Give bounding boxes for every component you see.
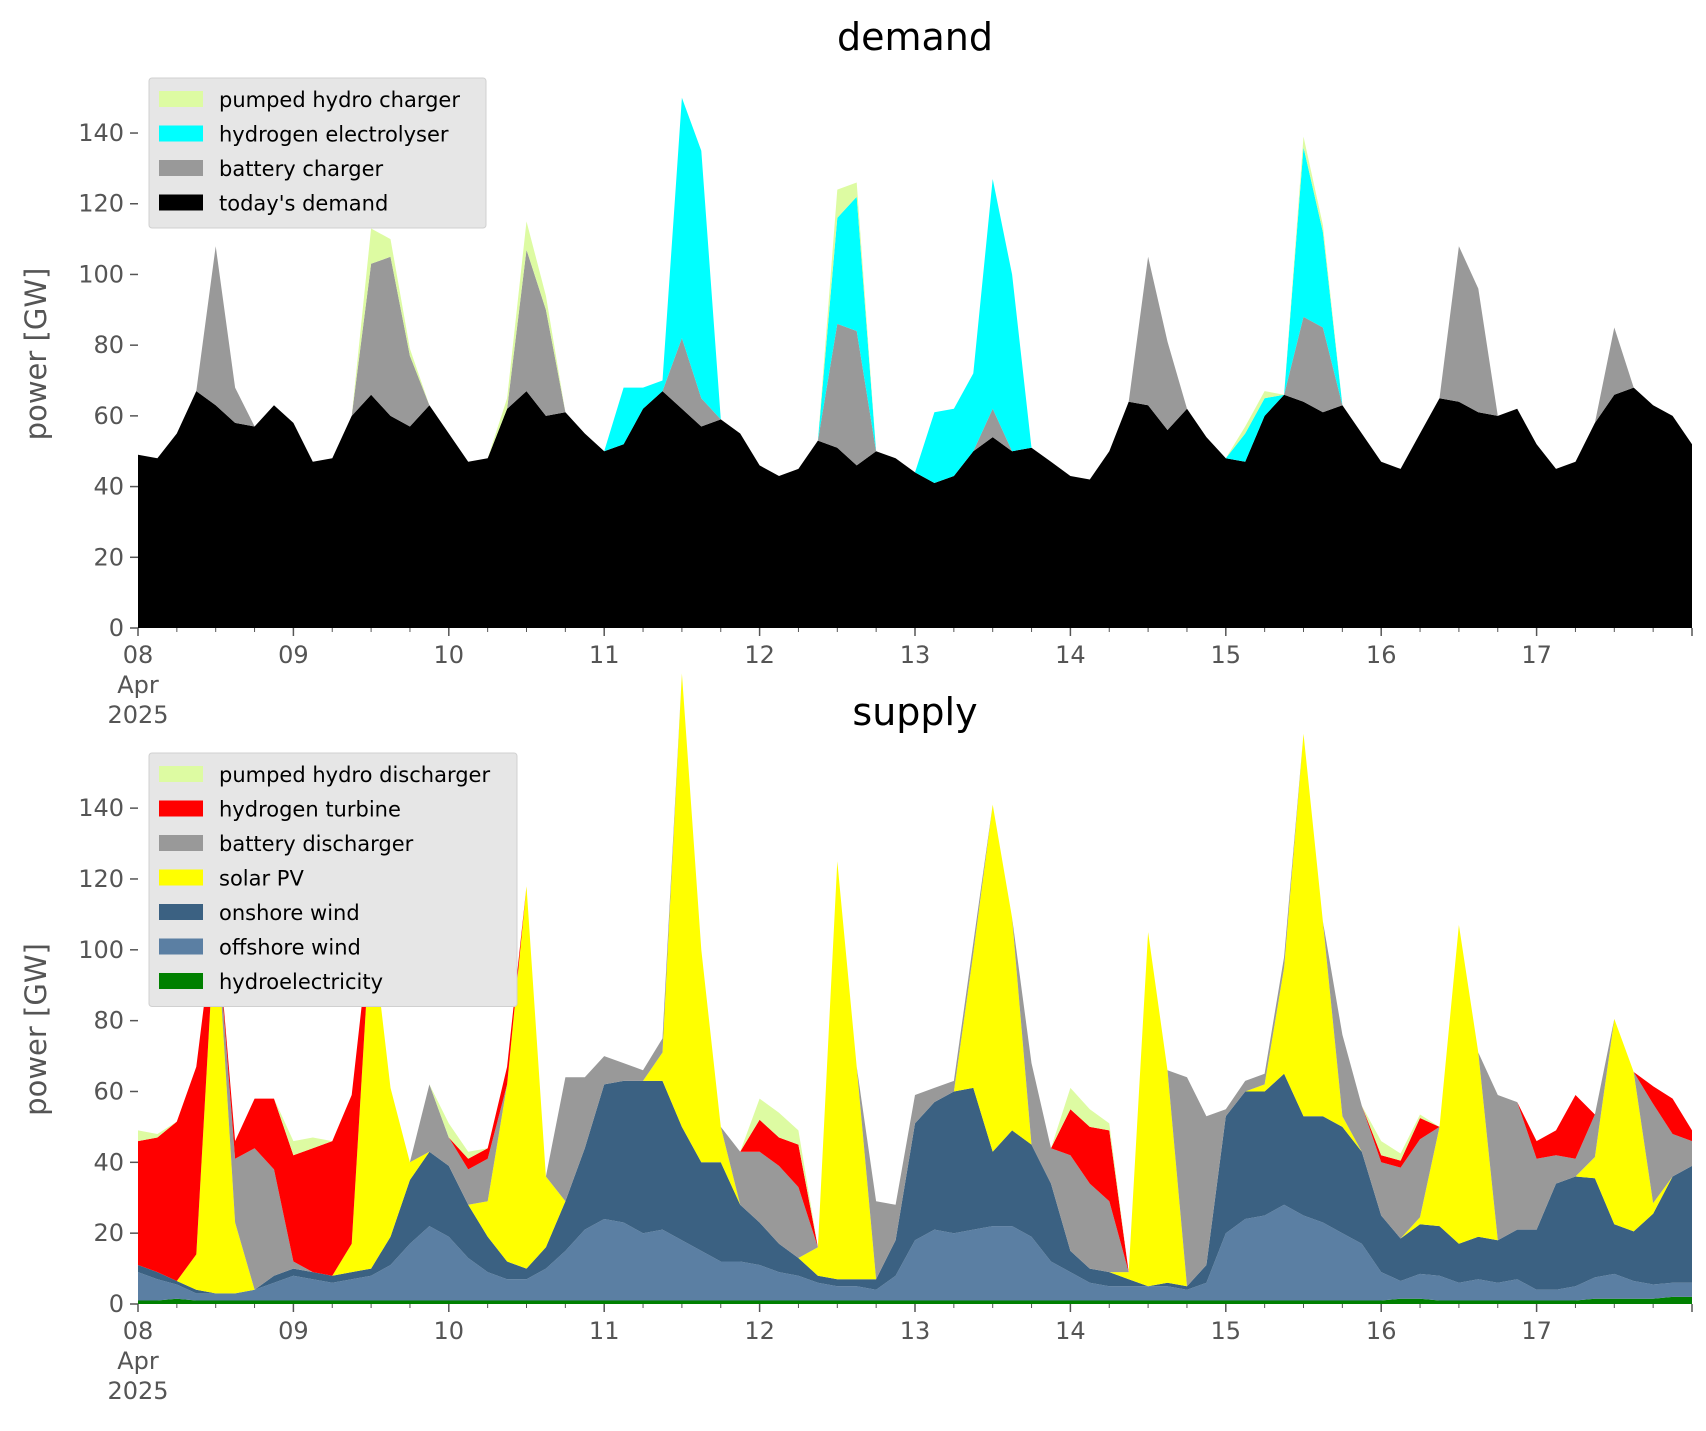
legend-swatch [159, 160, 203, 176]
legend-swatch [159, 973, 203, 989]
legend-box [148, 752, 518, 1007]
y-tick-label: 120 [78, 865, 124, 893]
x-tick-label: 15 [1211, 1317, 1242, 1345]
x-tick-label: 08 Apr 2025 [107, 1317, 168, 1405]
y-tick-label: 40 [93, 1148, 124, 1176]
legend-label: hydrogen electrolyser [219, 123, 449, 147]
y-axis-label: power [GW] [19, 268, 53, 441]
x-tick-label: 14 [1055, 1317, 1086, 1345]
legend-label: onshore wind [219, 901, 360, 925]
chart-demand: demand 0 20 40 60 80 100 120 140 power [GW] 08 Apr 2… [19, 15, 1693, 729]
area-battery-discharger [138, 673, 1692, 1290]
x-tick-label: 16 [1366, 641, 1397, 669]
y-tick-label: 60 [93, 402, 124, 430]
legend-label: pumped hydro discharger [219, 763, 490, 787]
legend: pumped hydro discharger hydrogen turbine b… [148, 752, 518, 1007]
y-axis-label: power [GW] [19, 943, 53, 1116]
x-tick-label: 13 [900, 1317, 931, 1345]
area-hydroelectricity [138, 1296, 1692, 1304]
legend-swatch [159, 800, 203, 817]
legend-label: battery discharger [219, 832, 414, 856]
legend-swatch [159, 869, 203, 886]
legend-label: today's demand [219, 192, 388, 216]
legend-swatch [159, 835, 203, 851]
x-tick-label: 13 [900, 641, 931, 669]
legend-label: offshore wind [219, 936, 361, 960]
legend-box [148, 77, 487, 229]
legend-label: pumped hydro charger [219, 88, 460, 112]
y-tick-label: 0 [109, 1290, 124, 1318]
x-tick-label: 08 Apr 2025 [107, 641, 168, 729]
x-tick-label: 12 [744, 1317, 775, 1345]
area-offshore-wind [138, 1204, 1692, 1301]
x-tick-label: 15 [1211, 641, 1242, 669]
area-onshore-wind [138, 1073, 1692, 1294]
x-tick-label: 16 [1366, 1317, 1397, 1345]
y-tick-label: 140 [78, 119, 124, 147]
y-tick-label: 80 [93, 1007, 124, 1035]
legend-label: solar PV [219, 867, 304, 891]
chart-title: demand [837, 15, 993, 59]
y-tick-label: 80 [93, 331, 124, 359]
y-tick-label: 60 [93, 1077, 124, 1105]
area-hydrogen-electrolyser [138, 97, 1692, 483]
x-tick-label: 17 [1521, 641, 1552, 669]
y-tick-label: 20 [93, 543, 124, 571]
y-tick-label: 140 [78, 794, 124, 822]
legend: pumped hydro charger hydrogen electrolyse… [148, 77, 487, 229]
x-tick-label: 09 [278, 641, 309, 669]
legend-label: hydrogen turbine [219, 798, 401, 822]
y-tick-label: 0 [109, 614, 124, 642]
legend-swatch [159, 766, 203, 782]
legend-swatch [159, 938, 203, 955]
legend-label: hydroelectricity [219, 970, 383, 994]
area-today-s-demand [138, 387, 1692, 628]
legend-swatch [159, 91, 203, 107]
x-tick-label: 11 [589, 641, 620, 669]
y-tick-label: 20 [93, 1219, 124, 1247]
legend-swatch [159, 194, 203, 211]
area-hydrogen-turbine [138, 673, 1692, 1281]
y-tick-label: 100 [78, 260, 124, 288]
legend-swatch [159, 125, 203, 142]
y-tick-label: 100 [78, 936, 124, 964]
legend-label: battery charger [219, 157, 384, 181]
area-battery-charger [138, 246, 1692, 483]
y-tick-label: 40 [93, 473, 124, 501]
x-tick-label: 09 [278, 1317, 309, 1345]
chart-title: supply [852, 690, 977, 734]
x-tick-label: 14 [1055, 641, 1086, 669]
x-tick-label: 17 [1521, 1317, 1552, 1345]
y-tick-label: 120 [78, 190, 124, 218]
x-tick-label: 10 [434, 641, 465, 669]
legend-swatch [159, 904, 203, 920]
x-tick-label: 12 [744, 641, 775, 669]
chart-supply: supply 0 20 40 60 80 100 120 140 power [GW] 08 Apr 2… [19, 673, 1693, 1405]
x-tick-label: 11 [589, 1317, 620, 1345]
area-solar-pv [138, 673, 1692, 1294]
x-tick-label: 10 [434, 1317, 465, 1345]
